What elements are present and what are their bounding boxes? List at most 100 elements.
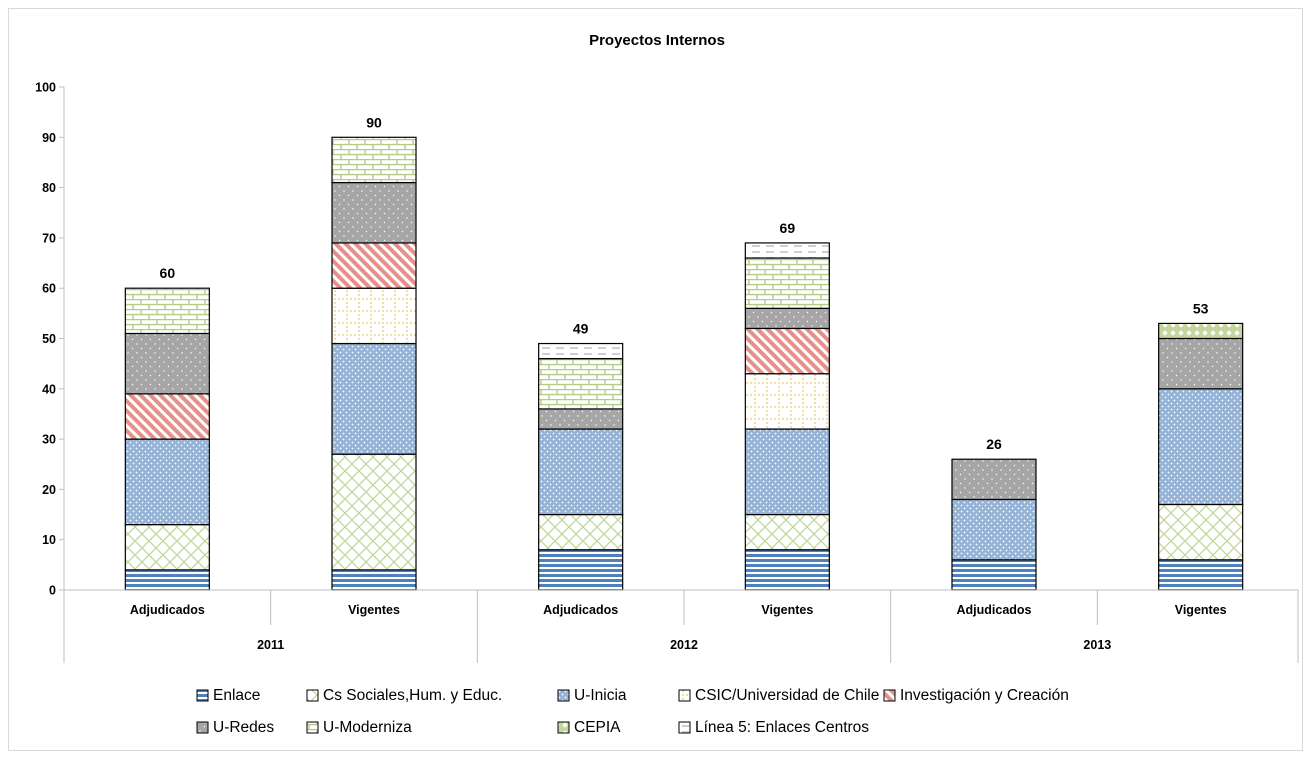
bar-stack bbox=[951, 458, 1037, 591]
legend-label: CSIC/Universidad de Chile bbox=[695, 687, 879, 704]
bar-segment bbox=[744, 513, 830, 551]
bar-segment bbox=[951, 458, 1037, 501]
bar-segment bbox=[1158, 337, 1244, 390]
x-category-label: Adjudicados bbox=[956, 603, 1031, 617]
bar-segment bbox=[951, 498, 1037, 561]
bar-segment bbox=[744, 327, 830, 375]
total-label: 49 bbox=[573, 321, 589, 337]
legend-label: Enlace bbox=[213, 687, 260, 704]
legend-swatch bbox=[196, 721, 209, 734]
legend-swatch bbox=[306, 689, 319, 702]
y-tick-label: 40 bbox=[42, 382, 56, 396]
y-tick-label: 20 bbox=[42, 483, 56, 497]
bar-stack bbox=[744, 242, 830, 591]
chart-title: Proyectos Internos bbox=[589, 32, 725, 49]
x-category-label: Vigentes bbox=[348, 603, 400, 617]
y-tick-label: 100 bbox=[35, 81, 56, 95]
stacked-bar-chart: Proyectos Internos 0 10 20 30 40 50 60 70 80 90 10… bbox=[35, 32, 1299, 736]
y-tick-label: 50 bbox=[42, 332, 56, 346]
bar-segment bbox=[124, 569, 210, 591]
legend-swatch bbox=[196, 689, 209, 702]
bar-segment bbox=[124, 332, 210, 395]
x-axis: Adjudicados Vigentes Adjudicados Vigentes Ad… bbox=[63, 589, 1299, 663]
bar-stack bbox=[124, 287, 210, 591]
bar-segment bbox=[124, 287, 210, 335]
bar-segment bbox=[331, 287, 417, 345]
bar-segment bbox=[331, 569, 417, 591]
bar-stack bbox=[331, 136, 417, 591]
bar-segment bbox=[744, 428, 830, 516]
total-label: 69 bbox=[780, 220, 796, 236]
total-label: 53 bbox=[1193, 300, 1209, 316]
bar-segment bbox=[744, 257, 830, 309]
total-label: 60 bbox=[160, 265, 176, 281]
bar-segment bbox=[538, 513, 624, 551]
y-tick-label: 70 bbox=[42, 231, 56, 245]
bar-segment bbox=[538, 549, 624, 591]
y-tick-label: 90 bbox=[42, 131, 56, 145]
x-category-label: Adjudicados bbox=[543, 603, 618, 617]
legend-swatch bbox=[557, 689, 570, 702]
legend-item: CSIC/Universidad de Chile bbox=[678, 687, 879, 704]
bar-stack bbox=[538, 342, 624, 591]
y-axis: 0 10 20 30 40 50 60 70 80 90 100 bbox=[35, 81, 65, 598]
bar-segment bbox=[538, 428, 624, 516]
legend-item: U-Moderniza bbox=[306, 719, 412, 736]
bar-segment bbox=[1158, 388, 1244, 506]
legend-item: U-Inicia bbox=[557, 687, 627, 704]
legend-item: CEPIA bbox=[557, 719, 621, 736]
chart-container: Proyectos Internos 0 10 20 30 40 50 60 70 80 90 10… bbox=[8, 8, 1303, 751]
bar-segment bbox=[744, 373, 830, 430]
legend-label: U-Inicia bbox=[574, 687, 627, 704]
bar-segment bbox=[1158, 322, 1244, 340]
bar-segment bbox=[538, 408, 624, 430]
x-category-label: Adjudicados bbox=[130, 603, 205, 617]
bar-segment bbox=[331, 453, 417, 571]
bar-segment bbox=[331, 342, 417, 455]
y-tick-label: 60 bbox=[42, 282, 56, 296]
legend-swatch bbox=[306, 721, 319, 734]
bars bbox=[124, 136, 1244, 591]
bar-segment bbox=[124, 393, 210, 440]
total-label: 26 bbox=[986, 436, 1002, 452]
y-tick-label: 0 bbox=[49, 584, 56, 598]
legend-label: U-Redes bbox=[213, 719, 274, 736]
bar-segment bbox=[1158, 559, 1244, 591]
legend-label: Investigación y Creación bbox=[900, 687, 1069, 704]
bar-segment bbox=[951, 559, 1037, 591]
y-tick-label: 30 bbox=[42, 433, 56, 447]
x-group-label: 2012 bbox=[670, 638, 698, 652]
bar-segment bbox=[538, 342, 624, 360]
legend-item: Línea 5: Enlaces Centros bbox=[678, 719, 869, 736]
legend-label: Línea 5: Enlaces Centros bbox=[695, 719, 869, 736]
x-category-label: Vigentes bbox=[761, 603, 813, 617]
total-labels: 60 90 49 69 26 53 bbox=[160, 114, 1209, 452]
legend-item: Cs Sociales,Hum. y Educ. bbox=[306, 687, 502, 704]
legend-swatch bbox=[557, 721, 570, 734]
total-label: 90 bbox=[366, 114, 382, 130]
y-tick-label: 80 bbox=[42, 181, 56, 195]
legend-label: U-Moderniza bbox=[323, 719, 412, 736]
y-tick-label: 10 bbox=[42, 533, 56, 547]
bar-segment bbox=[331, 242, 417, 289]
legend-item: U-Redes bbox=[196, 719, 274, 736]
x-group-label: 2011 bbox=[257, 638, 284, 652]
x-group-label: 2013 bbox=[1083, 638, 1111, 652]
legend-item: Investigación y Creación bbox=[883, 687, 1069, 704]
bar-segment bbox=[538, 358, 624, 410]
legend: Enlace Cs Sociales,Hum. y Educ. U-Inicia CS… bbox=[196, 687, 1069, 736]
bar-segment bbox=[124, 438, 210, 526]
bar-stack bbox=[1158, 322, 1244, 591]
legend-swatch bbox=[678, 721, 691, 734]
legend-label: Cs Sociales,Hum. y Educ. bbox=[323, 687, 502, 704]
bar-segment bbox=[331, 136, 417, 184]
bar-segment bbox=[744, 549, 830, 591]
legend-label: CEPIA bbox=[574, 719, 621, 736]
bar-segment bbox=[331, 181, 417, 244]
legend-item: Enlace bbox=[196, 687, 260, 704]
bar-segment bbox=[1158, 503, 1244, 561]
bar-segment bbox=[744, 242, 830, 259]
x-category-label: Vigentes bbox=[1175, 603, 1227, 617]
legend-swatch bbox=[883, 689, 896, 702]
bar-segment bbox=[744, 307, 830, 330]
